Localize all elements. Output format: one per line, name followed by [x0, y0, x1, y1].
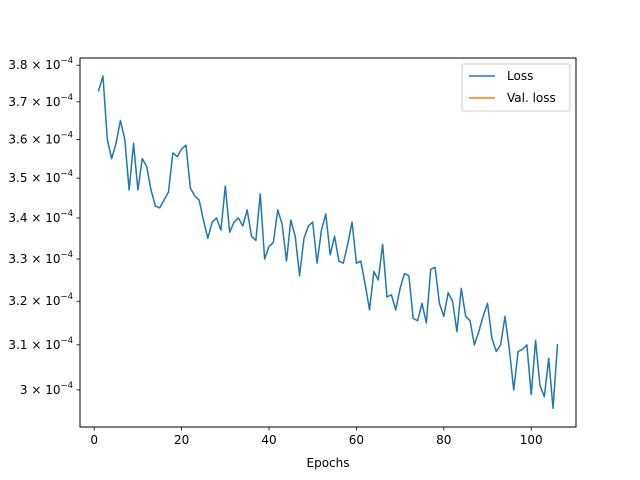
y-tick-label: 3.4 × 10−4 [8, 209, 73, 225]
x-tick-label: 100 [520, 433, 543, 447]
series-line-0 [97, 75, 559, 410]
x-axis-title: Epochs [307, 456, 350, 470]
x-tick-label: 40 [261, 433, 276, 447]
y-tick-label: 3.3 × 10−4 [8, 250, 73, 266]
y-tick-label: 3.8 × 10−4 [8, 56, 73, 72]
plot-area [97, 75, 559, 410]
x-axis-ticks: 0 20 40 60 80 100 [90, 427, 543, 447]
x-tick-label: 20 [174, 433, 189, 447]
legend-label-1: Val. loss [507, 91, 556, 105]
legend-label-0: Loss [507, 69, 533, 83]
y-tick-label: 3.7 × 10−4 [8, 93, 73, 109]
y-tick-label: 3.5 × 10−4 [8, 169, 73, 185]
x-tick-label: 80 [436, 433, 451, 447]
y-tick-label: 3.2 × 10−4 [8, 292, 73, 308]
y-tick-label: 3.1 × 10−4 [8, 336, 73, 352]
y-tick-label: 3.6 × 10−4 [8, 130, 73, 146]
axes-frame [79, 57, 577, 428]
y-axis-ticks: 3 × 10−4 3.1 × 10−4 3.2 × 10−4 3.3 × 10−4 3.… [8, 56, 80, 397]
x-tick-label: 60 [349, 433, 364, 447]
legend: Loss Val. loss [461, 63, 571, 112]
y-tick-label: 3 × 10−4 [20, 381, 73, 397]
x-tick-label: 0 [90, 433, 98, 447]
